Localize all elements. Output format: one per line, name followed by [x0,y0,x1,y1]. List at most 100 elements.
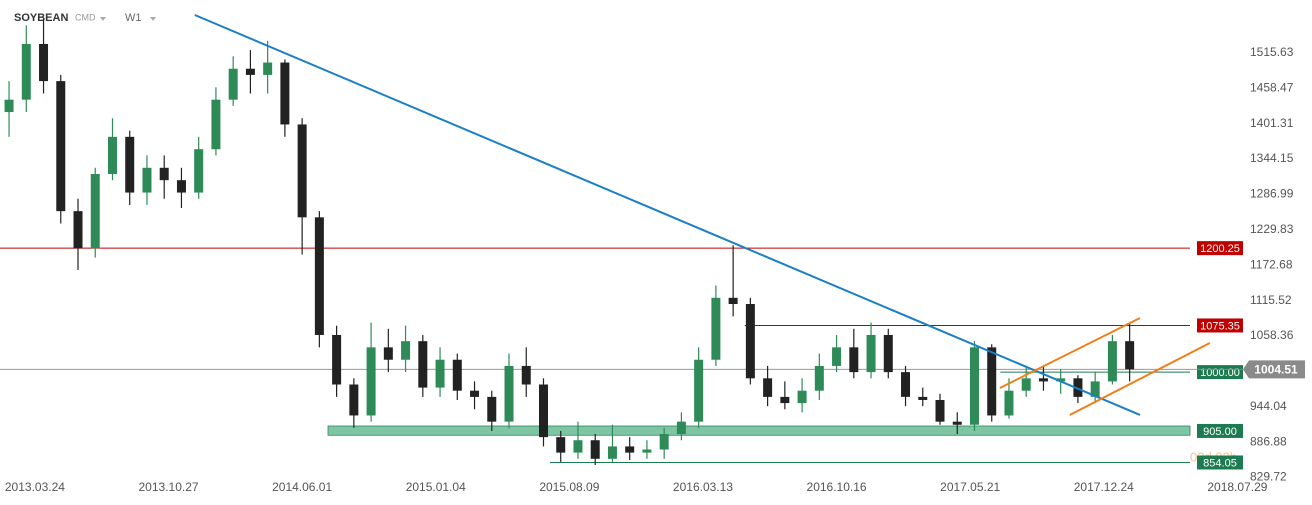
candle-body [625,446,635,453]
trendline [999,317,1141,389]
candle-body [573,440,583,453]
trendline [194,14,1141,416]
candle-body [607,446,617,459]
x-tick-label: 2017.12.24 [1074,480,1134,494]
candle-body [676,421,686,435]
level-tag [1197,423,1243,438]
candle-body [711,297,721,360]
candle-body [780,396,790,404]
level-tag [1197,241,1243,256]
candle-body [159,167,169,181]
candle-body [297,124,307,218]
symbol[interactable]: SOYBEAN [14,12,68,24]
y-tick-label: 886.88 [1250,434,1287,448]
candle-body [418,341,428,388]
level-label: 1075.35 [1200,320,1240,332]
x-tick-label: 2016.10.16 [807,480,867,494]
candle-body [1125,341,1135,370]
candle-body [901,372,911,397]
y-tick-label: 1229.83 [1250,222,1294,236]
candle-body [487,396,497,422]
candle-body [866,334,876,373]
candle-body [470,390,480,397]
candle-body [1090,381,1100,397]
candle-body [504,365,514,422]
candle-body [349,384,359,416]
candle-body [228,68,238,100]
y-tick-label: 1058.36 [1250,328,1294,342]
x-tick-label: 2015.01.04 [406,480,466,494]
candle-body [642,449,652,453]
candle-body [849,347,859,373]
exchange: CMD [75,12,96,22]
level-tag [1197,455,1243,470]
candle-body [952,421,962,425]
candle-body [125,136,135,193]
candle-body [935,399,945,422]
candle-body [745,304,755,379]
x-tick-label: 2013.10.27 [138,480,198,494]
candle-body [73,211,83,249]
current-price-label: 1004.51 [1254,363,1298,377]
exchange-caret[interactable] [100,17,106,21]
candle-body [280,62,290,125]
x-tick-label: 2015.08.09 [539,480,599,494]
y-tick-label: 1115.52 [1250,293,1292,307]
candle-body [728,297,738,305]
candle-body [918,396,928,400]
candle-body [538,384,548,438]
candle-body [1073,378,1083,397]
candle-body [263,62,273,75]
x-tick-label: 2017.05.21 [940,480,1000,494]
y-tick-label: 829.72 [1250,470,1287,484]
y-tick-label: 1344.15 [1250,151,1294,165]
candle-body [590,440,600,459]
candle-body [194,149,204,193]
candle-body [142,167,152,193]
support-zone [327,425,1191,436]
interval-caret[interactable] [150,17,156,21]
y-tick-label: 944.04 [1250,399,1287,413]
current-price-tag [1243,360,1305,379]
x-tick-label: 2014.06.01 [272,480,332,494]
y-tick-label: 1286.99 [1250,187,1294,201]
candle-body [21,43,31,100]
candle-body [521,365,531,385]
candle-body [90,173,100,249]
interval: W1 [125,12,142,24]
level-label: 1200.25 [1200,243,1240,255]
candle-body [814,365,824,391]
candle-body [435,359,445,388]
candle-body [39,43,49,82]
level-label: 854.05 [1203,457,1237,469]
y-tick-label: 1172.68 [1250,257,1293,271]
candle-body [452,359,462,391]
candle-body [401,341,411,360]
candle-body [314,217,324,335]
level-tag [1197,365,1243,380]
candle-body [211,99,221,150]
x-tick-label: 2016.03.13 [673,480,733,494]
candle-body [56,81,66,212]
candle-body [987,347,997,416]
candle-body [366,347,376,416]
x-tick-label: 2013.03.24 [5,480,65,494]
candle-body [832,347,842,366]
y-tick-label: 1515.63 [1250,45,1294,59]
candle-body [763,378,773,397]
level-tag [1197,318,1243,333]
candle-body [556,437,566,453]
candle-body [245,68,255,75]
candle-body [1056,378,1066,382]
candle-body [659,434,669,450]
candle-body [332,334,342,385]
trendline [1069,342,1211,416]
candle-body [1107,341,1117,382]
candle-body [1038,378,1048,382]
candle-body [1021,378,1031,391]
candle-body [883,334,893,373]
candle-body [797,390,807,404]
candle-body [107,136,117,174]
